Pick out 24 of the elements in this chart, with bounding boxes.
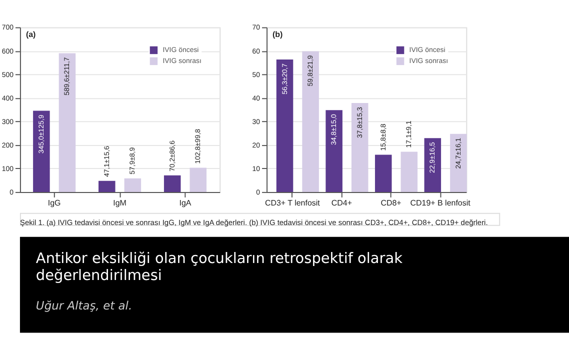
bar [33, 110, 50, 192]
bar [276, 59, 294, 192]
chart-title: (b) [272, 30, 284, 40]
x-tick-label: CD8+ [380, 198, 402, 208]
x-tick-label: CD3+ T lenfosit [264, 198, 321, 208]
x-tick-label: IgG [48, 198, 61, 208]
text: Uğur Altaş, et al. [36, 298, 132, 313]
chart-title: (a) [26, 30, 36, 40]
bar [351, 103, 368, 192]
x-tick-label: CD19+ B lenfosit [410, 198, 472, 208]
bar [302, 51, 319, 192]
bar [374, 154, 392, 192]
bar [164, 175, 181, 192]
x-tick-label: IgA [179, 198, 192, 208]
bar [58, 53, 76, 192]
bar [124, 178, 142, 192]
bar [450, 134, 467, 192]
bar [400, 152, 418, 192]
bar [326, 110, 342, 192]
text: Antikor eksikliği olan çocukların retrospektif olarak değerlendirilmesi [36, 250, 404, 284]
x-tick-label: CD4+ [331, 198, 352, 208]
bar [190, 168, 207, 192]
x-tick-label: IgM [113, 198, 126, 208]
bar [98, 180, 116, 192]
